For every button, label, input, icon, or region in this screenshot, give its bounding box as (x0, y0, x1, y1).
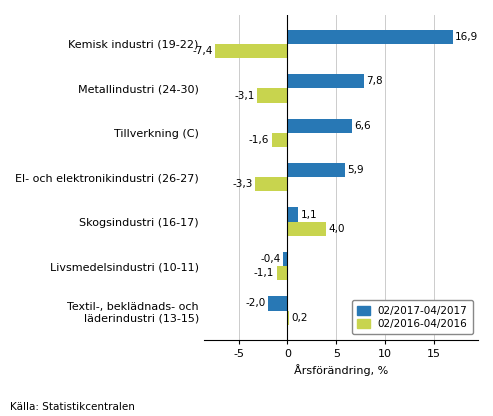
Bar (268, 296, 287, 311)
Text: 5,9: 5,9 (348, 165, 364, 175)
Bar (287, 222, 326, 236)
Legend: 02/2017-04/2017, 02/2016-04/2016: 02/2017-04/2017, 02/2016-04/2016 (352, 300, 473, 334)
Text: 6,6: 6,6 (354, 121, 371, 131)
Text: 16,9: 16,9 (455, 32, 478, 42)
Text: -3,1: -3,1 (234, 91, 255, 101)
Text: -0,4: -0,4 (261, 254, 281, 264)
Text: 4,0: 4,0 (329, 224, 346, 234)
Text: 1,1: 1,1 (301, 210, 317, 220)
Bar (287, 119, 352, 133)
Bar (287, 208, 298, 222)
Text: -1,1: -1,1 (254, 268, 274, 278)
Bar (215, 44, 287, 58)
Text: 0,2: 0,2 (292, 313, 308, 323)
Bar (287, 311, 289, 325)
Text: -1,6: -1,6 (249, 135, 269, 145)
Text: -3,3: -3,3 (232, 179, 253, 189)
X-axis label: Årsförändring, %: Årsförändring, % (294, 364, 388, 376)
Text: Källa: Statistikcentralen: Källa: Statistikcentralen (10, 402, 135, 412)
Bar (272, 133, 287, 147)
Bar (255, 177, 287, 191)
Bar (283, 252, 287, 266)
Bar (277, 266, 287, 280)
Text: -7,4: -7,4 (192, 46, 212, 56)
Bar (257, 89, 287, 103)
Text: -2,0: -2,0 (245, 298, 265, 309)
Bar (287, 30, 453, 44)
Text: 7,8: 7,8 (366, 76, 383, 86)
Bar (287, 74, 364, 89)
Bar (287, 163, 345, 177)
